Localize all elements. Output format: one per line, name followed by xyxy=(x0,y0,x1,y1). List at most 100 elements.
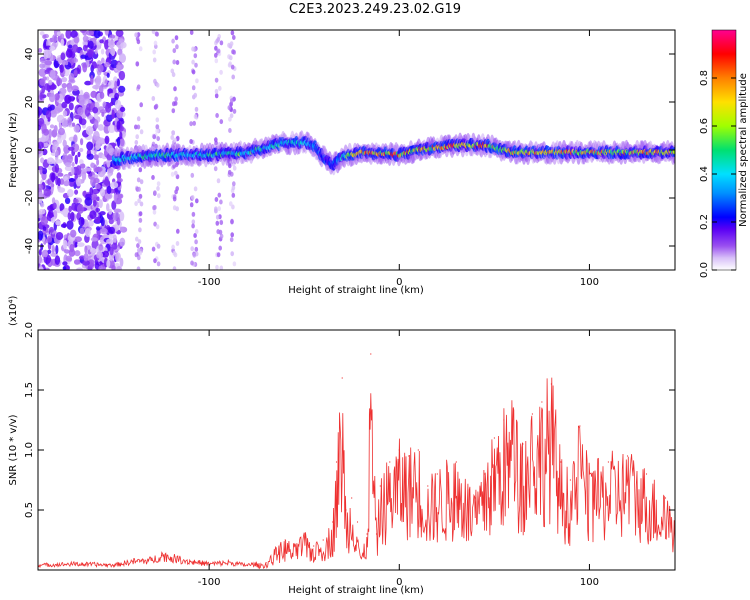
heatmap-cell xyxy=(218,85,222,91)
heatmap-cell xyxy=(118,38,124,43)
heatmap-cell xyxy=(80,30,87,34)
heatmap-cell xyxy=(152,209,157,215)
heatmap-cell xyxy=(42,34,47,39)
heatmap-cell xyxy=(71,122,76,127)
snr-point xyxy=(560,461,562,463)
heatmap-cell xyxy=(46,235,53,243)
y-tick-label: 0 xyxy=(24,147,35,153)
heatmap-cell xyxy=(219,220,224,226)
heatmap-cell xyxy=(219,119,224,125)
heatmap-cell xyxy=(216,178,221,184)
y-tick-label: 40 xyxy=(24,48,35,61)
heatmap-cell xyxy=(63,176,68,181)
heatmap-cell xyxy=(227,169,232,175)
heatmap-cell xyxy=(106,185,112,195)
heatmap-cell xyxy=(38,230,44,241)
heatmap-cell xyxy=(104,193,113,200)
heatmap-cell xyxy=(155,117,160,123)
heatmap-cell xyxy=(43,249,48,258)
heatmap-cell xyxy=(50,252,58,257)
heatmap-cell xyxy=(151,175,155,180)
heatmap-cell xyxy=(48,128,52,139)
x-tick-label: 0 xyxy=(396,577,402,588)
heatmap-cell xyxy=(80,54,87,59)
heatmap-cell xyxy=(45,110,52,120)
heatmap-cell xyxy=(48,209,54,219)
colorbar-label: Normalized spectral amplitude xyxy=(738,73,749,227)
colorbar-tick-label: 0.8 xyxy=(699,70,710,86)
snr-point xyxy=(607,461,610,463)
x-tick-label: 0 xyxy=(396,277,402,288)
heatmap-cell xyxy=(171,108,176,114)
heatmap-cell xyxy=(70,211,75,222)
x-tick-label: -100 xyxy=(198,577,221,588)
heatmap-cell xyxy=(139,102,143,108)
heatmap-cell xyxy=(215,214,220,220)
heatmap-cell xyxy=(138,46,143,52)
heatmap-cell xyxy=(50,216,56,223)
snr-point xyxy=(356,521,359,523)
heatmap-cell xyxy=(172,48,177,54)
heatmap-cell xyxy=(72,44,79,53)
heatmap-cell xyxy=(94,167,102,173)
heatmap-cell xyxy=(120,41,127,49)
heatmap-cell xyxy=(59,178,65,185)
heatmap-cell xyxy=(108,208,113,215)
heatmap-cell xyxy=(71,85,79,92)
heatmap-cell xyxy=(215,264,219,270)
heatmap-cell xyxy=(213,166,218,172)
heatmap-cell xyxy=(89,187,94,196)
heatmap-cell xyxy=(134,201,138,207)
heatmap-cell xyxy=(217,206,221,212)
heatmap-cell xyxy=(73,259,81,265)
heatmap-cell xyxy=(56,31,62,37)
heatmap-cell xyxy=(229,41,234,47)
heatmap-cell xyxy=(38,266,44,270)
heatmap-cell xyxy=(84,197,93,206)
heatmap-cell xyxy=(38,208,46,215)
heatmap-cell xyxy=(49,124,55,129)
heatmap-cell xyxy=(116,172,122,180)
heatmap-cell xyxy=(39,57,47,64)
heatmap-cell xyxy=(57,187,66,193)
heatmap-cell xyxy=(88,220,94,227)
snr-line xyxy=(38,377,675,570)
heatmap-cell xyxy=(106,168,114,174)
heatmap-cell xyxy=(191,211,196,217)
heatmap-cell xyxy=(38,184,44,191)
snr-point xyxy=(275,547,277,550)
heatmap-cell xyxy=(229,201,233,207)
heatmap-cell xyxy=(87,259,95,268)
heatmap-cell xyxy=(119,137,125,147)
snr-point xyxy=(345,509,347,511)
heatmap-cell xyxy=(63,180,70,187)
heatmap-cell xyxy=(65,255,73,262)
snr-point xyxy=(351,497,353,499)
heatmap-cell xyxy=(64,162,72,168)
snr-point xyxy=(455,461,457,463)
snr-point xyxy=(398,449,400,451)
heatmap-cell xyxy=(40,202,45,208)
heatmap-cell xyxy=(42,226,47,231)
heatmap-cell xyxy=(137,186,141,192)
heatmap-cell xyxy=(191,59,195,65)
snr-point xyxy=(341,377,343,379)
heatmap-cell xyxy=(119,53,126,64)
heatmap-cell xyxy=(68,102,74,111)
heatmap-cell xyxy=(61,101,67,109)
snr-panel: -100 0 100 0.5 1.0 1.5 2.0 Height of straight… xyxy=(8,295,676,596)
heatmap-cell xyxy=(66,154,74,164)
heatmap-cell xyxy=(48,92,56,103)
heatmap-cell xyxy=(173,100,178,106)
heatmap-cell xyxy=(51,197,56,205)
heatmap-cell xyxy=(139,179,144,185)
heatmap-cell xyxy=(175,186,179,192)
heatmap-cell xyxy=(136,84,141,90)
heatmap-cell xyxy=(52,34,58,43)
heatmap-cell xyxy=(219,40,224,46)
heatmap-cell xyxy=(55,232,64,240)
heatmap-cell xyxy=(215,220,220,226)
heatmap-cell xyxy=(78,216,85,227)
heatmap-cell xyxy=(156,261,161,267)
heatmap-cell xyxy=(136,39,141,45)
